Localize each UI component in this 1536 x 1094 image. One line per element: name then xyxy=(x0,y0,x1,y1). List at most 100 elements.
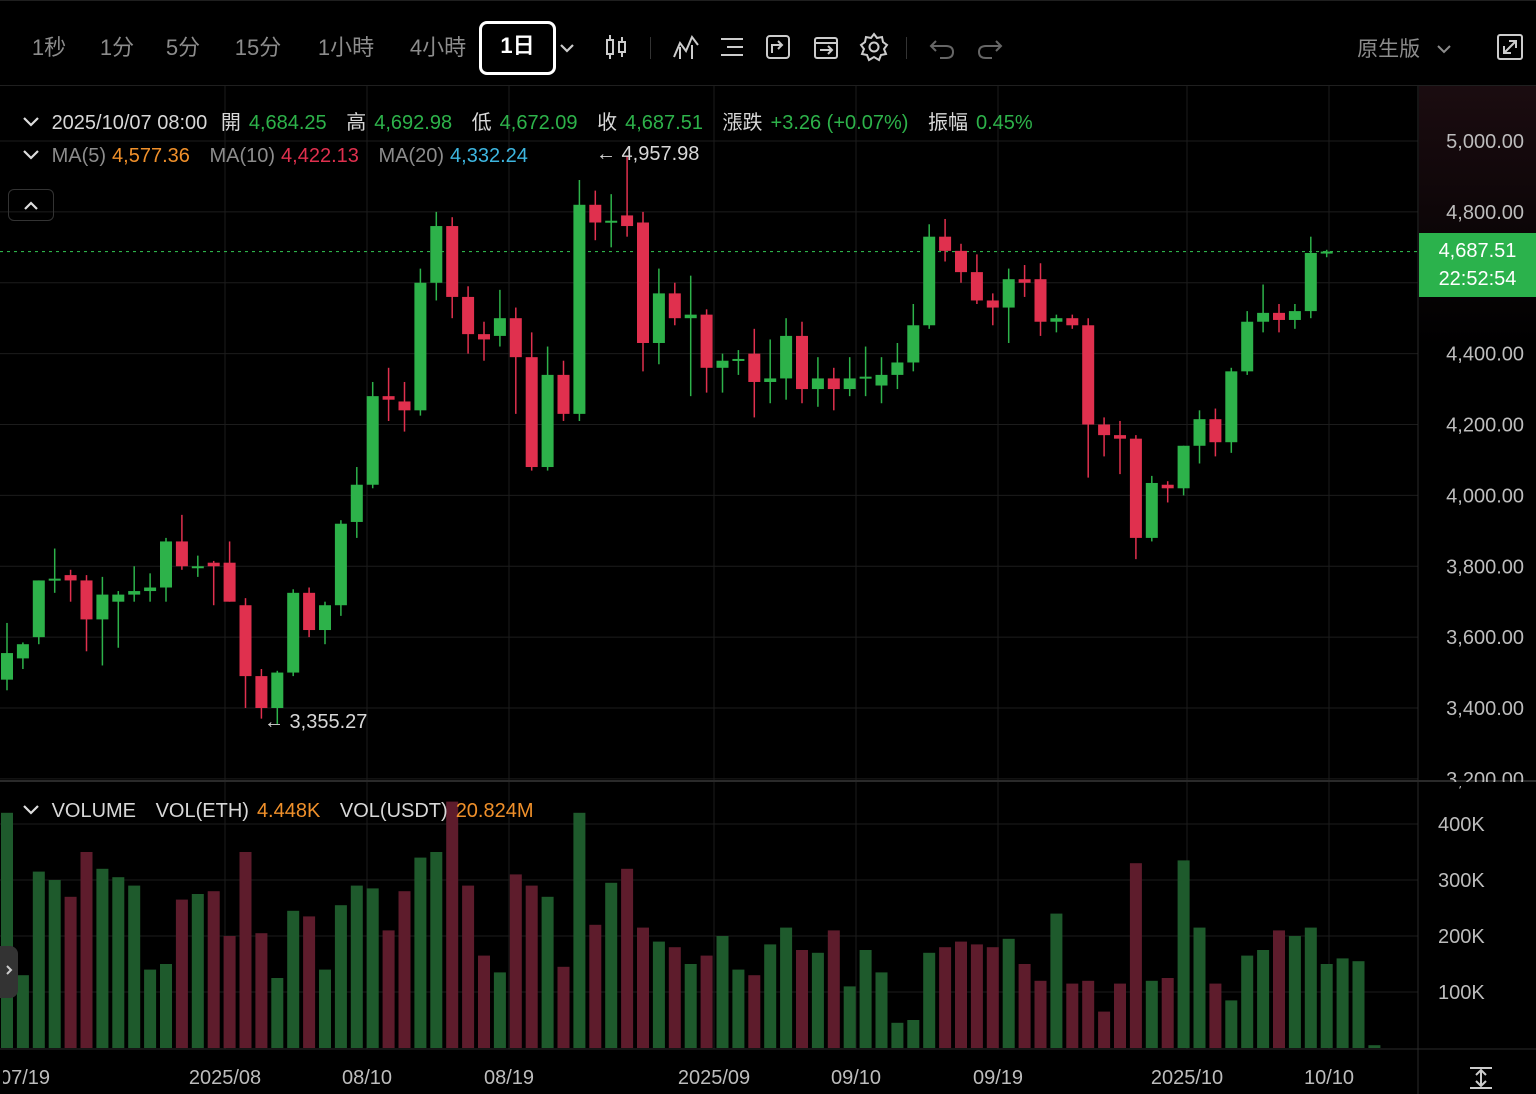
candle xyxy=(716,353,729,393)
timeframe-15m[interactable]: 15分 xyxy=(234,35,282,60)
candle-body xyxy=(112,594,125,602)
timeframe-1h[interactable]: 1小時 xyxy=(317,35,375,60)
volume-bar xyxy=(1002,938,1015,1048)
candle xyxy=(1161,481,1174,503)
candle xyxy=(923,224,936,329)
volume-bar xyxy=(223,936,236,1048)
chevron-down-icon[interactable] xyxy=(556,31,578,63)
candle xyxy=(1082,318,1095,478)
volume-bar xyxy=(907,1020,920,1048)
volume-bar xyxy=(1018,964,1031,1048)
candle xyxy=(541,346,554,471)
version-selector[interactable]: 原生版 xyxy=(1357,33,1454,63)
candle-body xyxy=(255,676,268,708)
candle xyxy=(1,622,13,691)
candle xyxy=(684,275,697,397)
volume-bar xyxy=(700,955,713,1048)
volume-bar xyxy=(525,885,538,1048)
current-price: 4,687.51 xyxy=(1438,240,1517,262)
candlestick-chart[interactable]: 5,000.00 4,800.00 4,400.00 4,200.00 4,000.00… xyxy=(0,86,1536,1094)
list-icon[interactable] xyxy=(716,31,748,63)
undo-icon[interactable] xyxy=(926,31,958,63)
candle-body xyxy=(64,575,77,581)
candle xyxy=(525,332,538,471)
ma20-value: 4,332.24 xyxy=(450,145,528,167)
volume-bar xyxy=(923,952,936,1048)
collapse-button[interactable] xyxy=(8,189,54,221)
candle xyxy=(16,642,29,670)
volume-bar xyxy=(652,941,665,1048)
candle-body xyxy=(1320,251,1333,254)
volume-bar xyxy=(160,964,172,1048)
candle xyxy=(1257,284,1270,333)
candle xyxy=(1145,475,1158,542)
redo-icon[interactable] xyxy=(974,31,1006,63)
volume-bar xyxy=(493,972,506,1048)
gear-icon[interactable] xyxy=(858,31,890,63)
candle-body xyxy=(923,236,936,326)
timeframe-5m[interactable]: 5分 xyxy=(165,35,201,60)
candle xyxy=(907,304,920,372)
candle-body xyxy=(1241,321,1254,372)
open-label: 開 xyxy=(220,112,241,134)
volume-bar xyxy=(1352,961,1365,1048)
candle xyxy=(811,357,824,407)
volume-bar xyxy=(684,964,697,1048)
volume-bar xyxy=(843,986,856,1048)
autoscale-icon[interactable] xyxy=(1470,1067,1492,1089)
volume-bar xyxy=(414,857,427,1048)
chevron-down-icon[interactable] xyxy=(22,115,40,129)
candle-body xyxy=(1,653,13,680)
candle xyxy=(175,514,188,570)
candle-body xyxy=(1018,279,1031,283)
candle xyxy=(446,217,459,319)
candle-body xyxy=(32,580,45,638)
candle xyxy=(271,670,284,724)
timeframe-4h[interactable]: 4小時 xyxy=(409,35,467,60)
calendar-icon[interactable] xyxy=(810,31,842,63)
timeframe-1d[interactable]: 1日 xyxy=(479,21,556,75)
candle xyxy=(1114,420,1126,475)
candle-body xyxy=(652,293,665,343)
candle-body xyxy=(144,587,157,592)
indicator-icon[interactable] xyxy=(670,31,702,63)
price-tick-label: 3,600.00 xyxy=(1446,627,1524,649)
fullscreen-icon[interactable] xyxy=(1494,31,1526,63)
candle-body xyxy=(80,580,93,620)
candle-body xyxy=(907,325,920,363)
candle xyxy=(700,309,713,393)
volume-bar xyxy=(780,927,793,1048)
volume-bar xyxy=(1129,863,1142,1048)
side-panel-toggle[interactable] xyxy=(0,946,18,998)
chevron-down-icon[interactable] xyxy=(22,148,40,162)
ma5-label: MA(5) xyxy=(51,145,107,167)
timeframe-1m[interactable]: 1分 xyxy=(99,35,135,60)
volume-bar xyxy=(398,891,411,1048)
volume-bar xyxy=(827,930,840,1048)
candle-body xyxy=(1177,445,1190,489)
volume-bar xyxy=(1066,983,1079,1048)
candle xyxy=(986,293,999,326)
candlestick-icon[interactable] xyxy=(600,31,632,63)
volume-bar xyxy=(144,969,157,1048)
volume-bar xyxy=(764,944,777,1048)
price-tick-label: 3,400.00 xyxy=(1446,698,1524,720)
candle-body xyxy=(700,314,713,368)
candle xyxy=(1066,314,1079,329)
volume-bar xyxy=(1225,1000,1238,1048)
candle-body xyxy=(1161,484,1174,489)
candle-body xyxy=(605,220,618,223)
volume-bar xyxy=(875,972,888,1048)
candle-body xyxy=(128,591,141,595)
candle-body xyxy=(191,566,204,569)
candle-body xyxy=(764,378,777,382)
candle-body xyxy=(811,378,824,390)
drawing-icon[interactable] xyxy=(762,31,794,63)
candle xyxy=(1050,314,1063,333)
candle-body xyxy=(1193,419,1206,446)
candle-body xyxy=(1273,312,1285,320)
candle xyxy=(128,566,141,602)
chevron-down-icon[interactable] xyxy=(22,803,40,817)
chevron-up-icon xyxy=(24,201,38,210)
timeframe-1s[interactable]: 1秒 xyxy=(31,35,67,60)
